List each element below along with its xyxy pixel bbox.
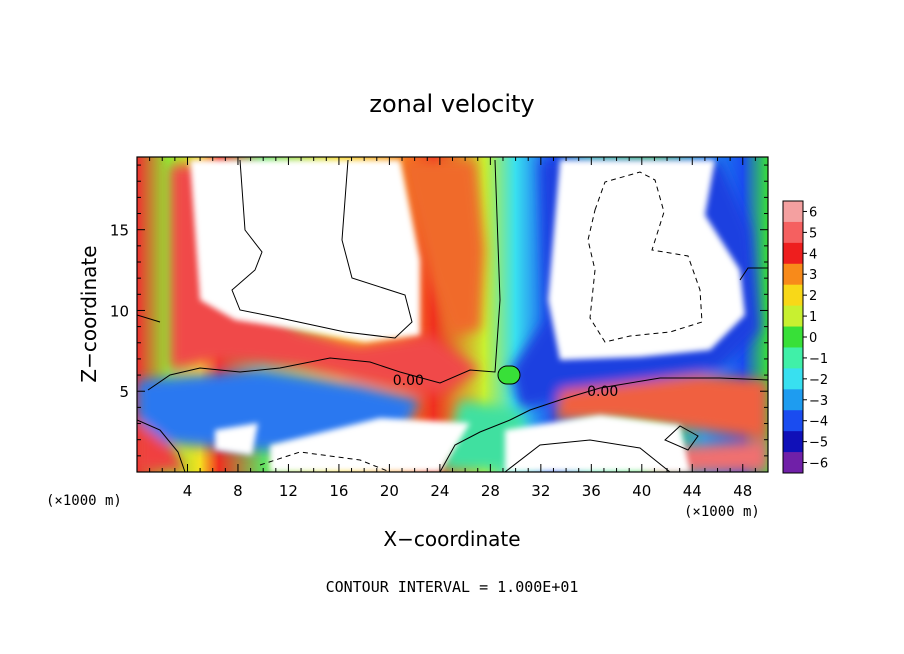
colorbar: 6 5 4 3 2 1 0 −1 −2 −3 −4 −5 −6 <box>782 200 828 474</box>
colorbar-swatch <box>783 326 803 348</box>
x-tick-label: 4 <box>183 482 193 500</box>
chart-title: zonal velocity <box>369 90 534 118</box>
contour-interval-note: CONTOUR INTERVAL = 1.000E+01 <box>326 578 579 596</box>
x-tick-label: 20 <box>380 482 399 500</box>
colorbar-label: −6 <box>809 457 828 472</box>
colorbar-swatch <box>783 368 803 390</box>
colorbar-swatch <box>783 284 803 307</box>
y-tick-label: 15 <box>110 222 129 240</box>
colorbar-label: 4 <box>809 247 817 262</box>
y-tick-label: 10 <box>110 302 129 320</box>
colorbar-label: −5 <box>809 436 828 451</box>
x-tick-label: 28 <box>481 482 500 500</box>
colorbar-label: 3 <box>809 268 817 283</box>
y-axis-label: Z−coordinate <box>77 245 101 382</box>
contour-label: 0.00 <box>587 384 618 400</box>
x-tick-label: 24 <box>430 482 449 500</box>
colorbar-swatch <box>783 410 803 432</box>
colorbar-swatch <box>783 305 803 328</box>
y-axis: 5 10 15 <box>110 164 768 457</box>
colorbar-label: −4 <box>809 415 828 430</box>
colorbar-label: 5 <box>809 226 817 241</box>
heatmap-field <box>137 157 768 472</box>
colorbar-label: 6 <box>809 205 817 220</box>
x-tick-label: 44 <box>683 482 702 500</box>
x-unit-left-label: (×1000 m) <box>46 493 122 509</box>
colorbar-swatch <box>783 201 803 223</box>
colorbar-swatch <box>783 221 803 244</box>
colorbar-label: 0 <box>809 331 817 346</box>
x-axis: 4 8 12 16 20 24 28 32 36 40 44 48 <box>149 157 756 500</box>
contour-label: 0.00 <box>393 373 424 389</box>
colorbar-label: −3 <box>809 394 828 409</box>
colorbar-label: −1 <box>809 352 828 367</box>
colorbar-label: 2 <box>809 289 817 304</box>
colorbar-swatch <box>783 347 803 369</box>
colorbar-swatch <box>783 452 803 474</box>
x-tick-label: 40 <box>632 482 651 500</box>
y-tick-label: 5 <box>119 383 129 401</box>
colorbar-label: −2 <box>809 373 828 388</box>
x-tick-label: 48 <box>733 482 752 500</box>
x-tick-label: 32 <box>531 482 550 500</box>
x-unit-right-label: (×1000 m) <box>684 504 760 520</box>
x-tick-label: 8 <box>233 482 243 500</box>
x-tick-label: 16 <box>329 482 348 500</box>
colorbar-swatch <box>783 431 803 453</box>
colorbar-label: 1 <box>809 310 817 325</box>
colorbar-swatch <box>783 242 803 265</box>
colorbar-swatch <box>783 389 803 411</box>
x-axis-label: X−coordinate <box>383 527 520 551</box>
x-tick-label: 36 <box>582 482 601 500</box>
x-tick-label: 12 <box>279 482 298 500</box>
colorbar-swatch <box>783 263 803 286</box>
